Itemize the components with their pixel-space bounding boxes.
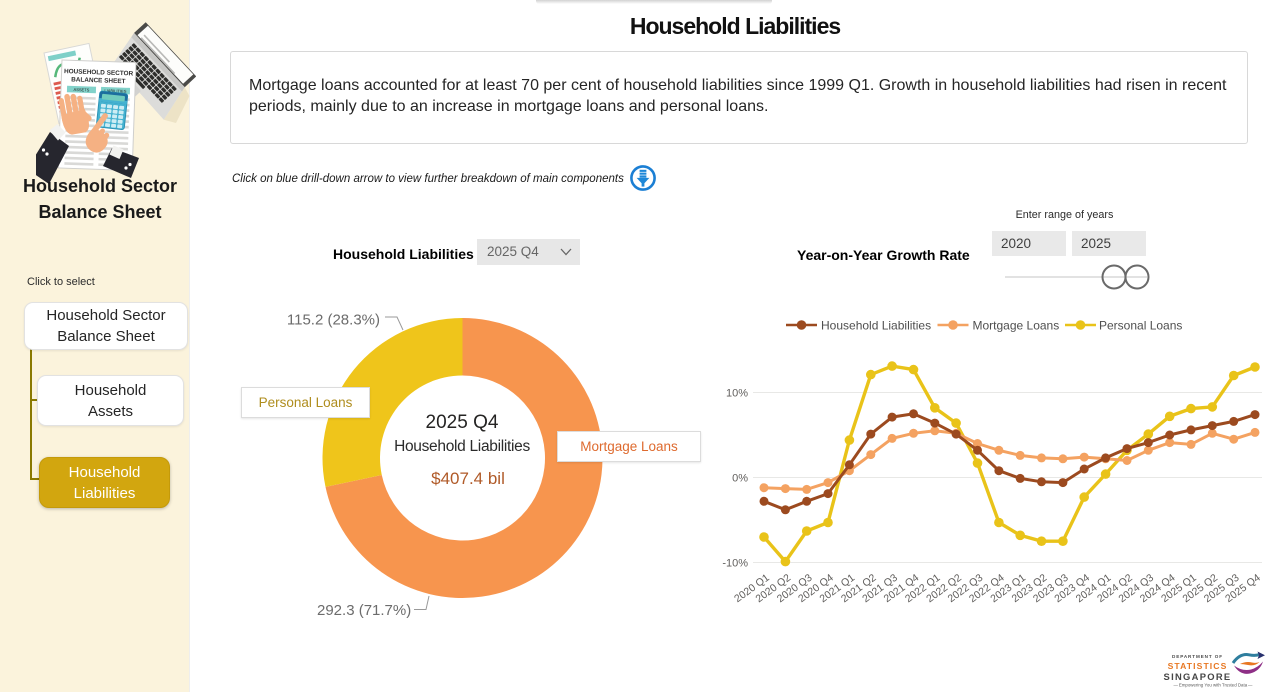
svg-text:115.2 (28.3%): 115.2 (28.3%) — [287, 312, 380, 329]
svg-text:— Empowering You with Trusted: — Empowering You with Trusted Data — — [1174, 683, 1253, 688]
svg-text:Personal Loans: Personal Loans — [1099, 319, 1182, 333]
svg-text:-10%: -10% — [722, 558, 748, 570]
svg-text:HOUSEHOLD SECTOR: HOUSEHOLD SECTOR — [64, 68, 134, 77]
svg-text:0%: 0% — [732, 473, 748, 485]
svg-text:SINGAPORE: SINGAPORE — [1164, 671, 1232, 682]
svg-text:DEPARTMENT OF: DEPARTMENT OF — [1172, 654, 1223, 659]
svg-text:BALANCE SHEET: BALANCE SHEET — [71, 76, 126, 85]
svg-text:292.3 (71.7%): 292.3 (71.7%) — [317, 602, 411, 619]
svg-text:ASSETS: ASSETS — [73, 87, 89, 93]
svg-text:Mortgage Loans: Mortgage Loans — [973, 319, 1060, 333]
svg-text:10%: 10% — [726, 388, 748, 400]
svg-text:Household Liabilities: Household Liabilities — [821, 319, 931, 333]
svg-text:STATISTICS: STATISTICS — [1168, 661, 1228, 671]
svg-text:LIABILITIES: LIABILITIES — [104, 88, 127, 94]
